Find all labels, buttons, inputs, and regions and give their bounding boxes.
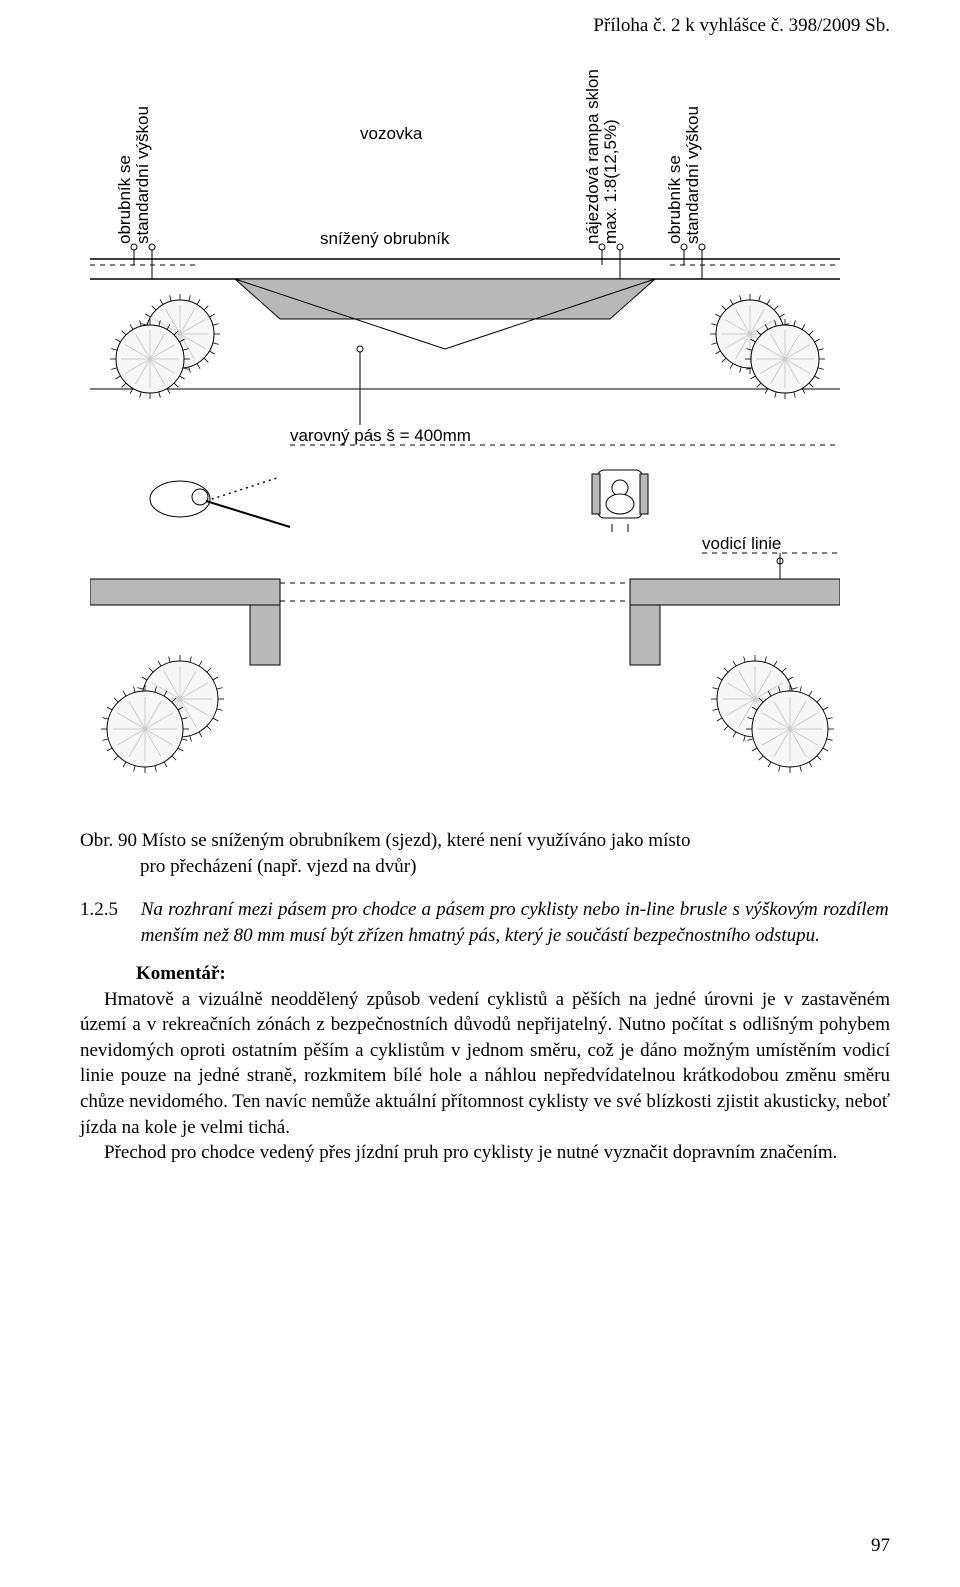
caption-line2: pro přecházení (např. vjezd na dvůr) (80, 854, 890, 880)
svg-text:max. 1:8(12,5%): max. 1:8(12,5%) (601, 119, 620, 244)
commentary-label: Komentář: (136, 963, 890, 985)
figure-caption: Obr. 90 Místo se sníženým obrubníkem (sj… (80, 828, 890, 879)
header-line: Příloha č. 2 k vyhlášce č. 398/2009 Sb. (80, 15, 890, 37)
page: Příloha č. 2 k vyhlášce č. 398/2009 Sb. … (0, 0, 960, 1587)
section-number: 1.2.5 (80, 897, 136, 923)
paragraph: Přechod pro chodce vedený přes jízdní pr… (80, 1140, 890, 1166)
page-number: 97 (871, 1535, 890, 1557)
paragraph: Hmatově a vizuálně neoddělený způsob ved… (80, 987, 890, 1141)
section-1-2-5: 1.2.5 Na rozhraní mezi pásem pro chodce … (80, 897, 890, 948)
diagram-svg: obrubník sestandardní výškounájezdová ra… (90, 49, 840, 799)
svg-text:obrubník se: obrubník se (665, 155, 684, 244)
svg-text:vodicí linie: vodicí linie (702, 534, 781, 553)
svg-text:standardní výškou: standardní výškou (133, 106, 152, 244)
svg-text:nájezdová rampa sklon: nájezdová rampa sklon (583, 69, 602, 244)
svg-text:obrubník se: obrubník se (115, 155, 134, 244)
svg-text:standardní výškou: standardní výškou (683, 106, 702, 244)
body-text: Hmatově a vizuálně neoddělený způsob ved… (80, 987, 890, 1166)
diagram: obrubník sestandardní výškounájezdová ra… (90, 49, 840, 804)
svg-text:varovný pás š = 400mm: varovný pás š = 400mm (290, 426, 471, 445)
svg-text:snížený obrubník: snížený obrubník (320, 229, 450, 248)
section-text: Na rozhraní mezi pásem pro chodce a páse… (141, 897, 889, 948)
caption-line1: Obr. 90 Místo se sníženým obrubníkem (sj… (80, 830, 691, 851)
svg-text:vozovka: vozovka (360, 124, 423, 143)
